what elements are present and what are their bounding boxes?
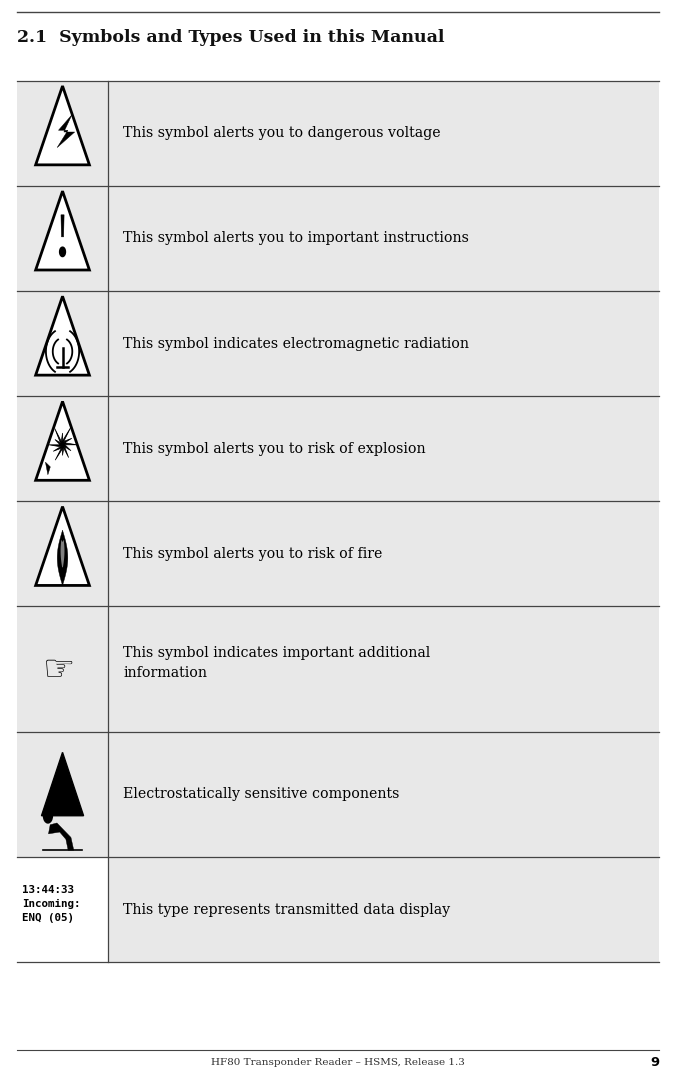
Polygon shape <box>36 297 89 375</box>
Polygon shape <box>36 401 89 480</box>
Polygon shape <box>49 427 77 460</box>
Text: ☞: ☞ <box>43 652 75 686</box>
Bar <box>17 502 659 607</box>
Polygon shape <box>49 823 74 850</box>
Polygon shape <box>45 463 50 475</box>
Text: This symbol indicates electromagnetic radiation: This symbol indicates electromagnetic ra… <box>123 337 469 350</box>
Circle shape <box>59 248 66 256</box>
Text: This symbol alerts you to dangerous voltage: This symbol alerts you to dangerous volt… <box>123 127 441 141</box>
Text: 2.1  Symbols and Types Used in this Manual: 2.1 Symbols and Types Used in this Manua… <box>17 28 444 46</box>
Circle shape <box>43 808 53 823</box>
Text: This symbol alerts you to important instructions: This symbol alerts you to important inst… <box>123 231 469 245</box>
Bar <box>17 607 659 732</box>
Polygon shape <box>57 530 68 586</box>
Polygon shape <box>61 540 64 567</box>
Bar <box>17 81 659 185</box>
Polygon shape <box>36 191 89 269</box>
Polygon shape <box>41 753 84 816</box>
Polygon shape <box>61 215 64 237</box>
Bar <box>17 858 108 962</box>
Bar <box>17 185 659 291</box>
Bar <box>17 858 659 962</box>
Text: This symbol indicates important additional
information: This symbol indicates important addition… <box>123 646 431 680</box>
Polygon shape <box>36 86 89 165</box>
Bar <box>17 291 659 396</box>
Text: This symbol alerts you to risk of fire: This symbol alerts you to risk of fire <box>123 547 383 561</box>
Text: 9: 9 <box>650 1056 659 1069</box>
Bar <box>17 732 659 858</box>
Bar <box>17 396 659 502</box>
Text: HF80 Transponder Reader – HSMS, Release 1.3: HF80 Transponder Reader – HSMS, Release … <box>211 1058 465 1067</box>
Text: Electrostatically sensitive components: Electrostatically sensitive components <box>123 788 400 802</box>
Polygon shape <box>57 115 74 147</box>
Polygon shape <box>36 506 89 586</box>
Text: 13:44:33
Incoming:
ENQ (05): 13:44:33 Incoming: ENQ (05) <box>22 885 81 923</box>
Text: This type represents transmitted data display: This type represents transmitted data di… <box>123 902 450 916</box>
Text: This symbol alerts you to risk of explosion: This symbol alerts you to risk of explos… <box>123 442 426 456</box>
